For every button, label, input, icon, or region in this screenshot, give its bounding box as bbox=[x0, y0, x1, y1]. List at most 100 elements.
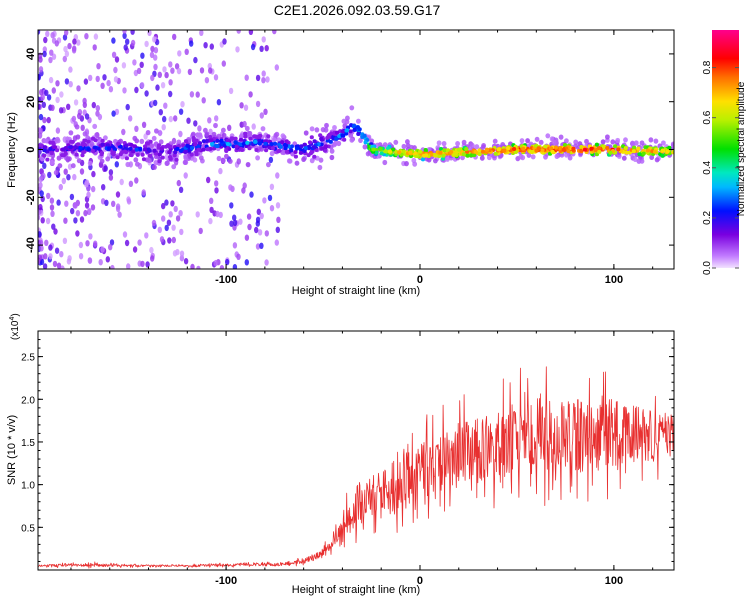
spectrogram-noise-speckle bbox=[255, 243, 261, 250]
spectrogram-halo-cell bbox=[303, 130, 309, 136]
spectrogram-noise-speckle bbox=[264, 259, 269, 266]
spectrogram-noise-speckle bbox=[214, 187, 219, 194]
spectrogram-noise-speckle bbox=[144, 232, 149, 239]
spectrogram-noise-speckle bbox=[114, 108, 120, 116]
spectrogram-band-cell bbox=[605, 146, 610, 150]
spectrogram-band-cell bbox=[334, 136, 339, 141]
spectrogram-halo-cell bbox=[564, 152, 569, 158]
spectrogram-band-cell bbox=[420, 157, 426, 162]
spectrogram-noise-speckle bbox=[68, 66, 73, 73]
spectrogram-noise-speckle bbox=[100, 82, 105, 90]
spectrogram-band-cell bbox=[536, 146, 541, 151]
spectrogram-noise-speckle bbox=[104, 199, 109, 206]
spectrogram-noise-speckle bbox=[180, 101, 185, 108]
spectrogram-halo-cell bbox=[445, 156, 450, 162]
spectrogram-halo-cell bbox=[345, 115, 350, 121]
spectrogram-noise-speckle bbox=[178, 108, 184, 115]
spectrogram-noise-speckle bbox=[208, 128, 213, 135]
spectrogram-halo-cell bbox=[341, 118, 347, 124]
spectrogram-noise-speckle bbox=[64, 200, 69, 207]
spectrogram-halo-cell bbox=[259, 146, 264, 152]
spectrogram-band-cell bbox=[215, 144, 220, 149]
spectrogram-band-cell bbox=[86, 147, 91, 152]
spectrogram-halo-cell bbox=[551, 139, 557, 145]
spectrogram-noise-speckle bbox=[42, 263, 48, 269]
spectrogram-halo-cell bbox=[56, 155, 62, 161]
spectrogram-band-cell bbox=[307, 140, 313, 145]
spectrogram-band-cell bbox=[189, 152, 194, 157]
spectrogram-halo-cell bbox=[165, 160, 170, 166]
spectrogram-noise-speckle bbox=[91, 101, 97, 109]
snr-xtick-label: 0 bbox=[417, 575, 423, 587]
spectrogram-noise-speckle bbox=[254, 226, 259, 234]
spectrogram-halo-cell bbox=[329, 148, 335, 154]
spectrogram-noise-speckle bbox=[108, 169, 114, 176]
spectrogram-noise-speckle bbox=[113, 76, 119, 83]
spectrogram-band-cell bbox=[238, 137, 244, 142]
spectrogram-halo-cell bbox=[286, 158, 292, 164]
spectrogram-noise-speckle bbox=[50, 104, 55, 112]
spectrogram-ytick-label: 0 bbox=[25, 146, 37, 152]
spectrogram-noise-speckle bbox=[79, 168, 85, 175]
spectrogram-band-cell bbox=[193, 142, 198, 147]
spectrogram-noise-speckle bbox=[275, 226, 280, 233]
spectrogram-band-cell bbox=[438, 147, 444, 151]
spectrogram-band-cell bbox=[351, 123, 357, 128]
spectrogram-noise-speckle bbox=[100, 198, 106, 205]
spectrogram-band-cell bbox=[243, 131, 248, 136]
spectrogram-noise-speckle bbox=[168, 79, 173, 86]
spectrogram-noise-speckle bbox=[262, 197, 267, 204]
spectrogram-noise-speckle bbox=[63, 45, 68, 53]
spectrogram-band-cell bbox=[264, 148, 269, 153]
spectrogram-band-cell bbox=[168, 155, 173, 159]
spectrogram-band-cell bbox=[473, 149, 478, 154]
spectrogram-band-cell bbox=[224, 149, 229, 153]
spectrogram-halo-cell bbox=[197, 132, 203, 138]
spectrogram-noise-speckle bbox=[93, 33, 99, 40]
spectrogram-halo-cell bbox=[630, 140, 635, 146]
spectrogram-band-cell bbox=[289, 144, 294, 149]
spectrogram-band-cell bbox=[105, 143, 110, 148]
spectrogram-halo-cell bbox=[336, 140, 342, 147]
spectrogram-halo-cell bbox=[245, 162, 251, 168]
spectrogram-band-cell bbox=[49, 151, 54, 156]
spectrogram-halo-cell bbox=[538, 139, 544, 145]
spectrogram-noise-speckle bbox=[130, 30, 135, 35]
colorbar-tick-label: 0.2 bbox=[702, 211, 713, 225]
spectrogram-band-cell bbox=[318, 133, 323, 138]
spectrogram-band-cell bbox=[86, 139, 91, 144]
spectrogram-noise-speckle bbox=[93, 240, 98, 247]
spectrogram-band-cell bbox=[312, 154, 317, 159]
spectrogram-band-cell bbox=[82, 138, 87, 143]
spectrogram-band-cell bbox=[141, 157, 147, 162]
spectrogram-halo-cell bbox=[147, 157, 152, 164]
spectrogram-noise-speckle bbox=[199, 30, 204, 36]
spectrogram-band-cell bbox=[48, 140, 53, 145]
spectrogram-band-cell bbox=[562, 143, 568, 147]
spectrogram-band-cell bbox=[272, 141, 278, 146]
spectrogram-noise-speckle bbox=[201, 97, 206, 104]
spectrogram-noise-speckle bbox=[159, 236, 165, 243]
spectrogram-noise-speckle bbox=[78, 253, 84, 260]
spectrogram-band-cell bbox=[38, 143, 41, 148]
spectrogram-noise-speckle bbox=[214, 180, 219, 187]
spectrogram-band-cell bbox=[660, 153, 665, 158]
spectrogram-noise-speckle bbox=[84, 202, 90, 209]
spectrogram-noise-speckle bbox=[236, 30, 241, 34]
spectrogram-noise-speckle bbox=[242, 182, 247, 189]
spectrogram-halo-cell bbox=[318, 157, 324, 163]
spectrogram-noise-speckle bbox=[43, 36, 48, 44]
snr-scale-prefix: (x10 bbox=[10, 320, 21, 340]
spectrogram-halo-cell bbox=[632, 156, 638, 162]
spectrogram-halo-cell bbox=[105, 156, 111, 162]
spectrogram-band-cell bbox=[183, 149, 188, 154]
spectrogram-halo-cell bbox=[519, 138, 525, 144]
spectrogram-noise-speckle bbox=[178, 130, 183, 138]
spectrogram-noise-speckle bbox=[95, 75, 100, 83]
spectrogram-noise-speckle bbox=[128, 115, 133, 122]
spectrogram-band-cell bbox=[312, 145, 317, 150]
spectrogram-xtick-label: 0 bbox=[417, 274, 423, 286]
spectrogram-noise-speckle bbox=[274, 64, 279, 71]
spectrogram-band-cell bbox=[594, 142, 600, 147]
spectrogram-noise-speckle bbox=[152, 36, 157, 43]
